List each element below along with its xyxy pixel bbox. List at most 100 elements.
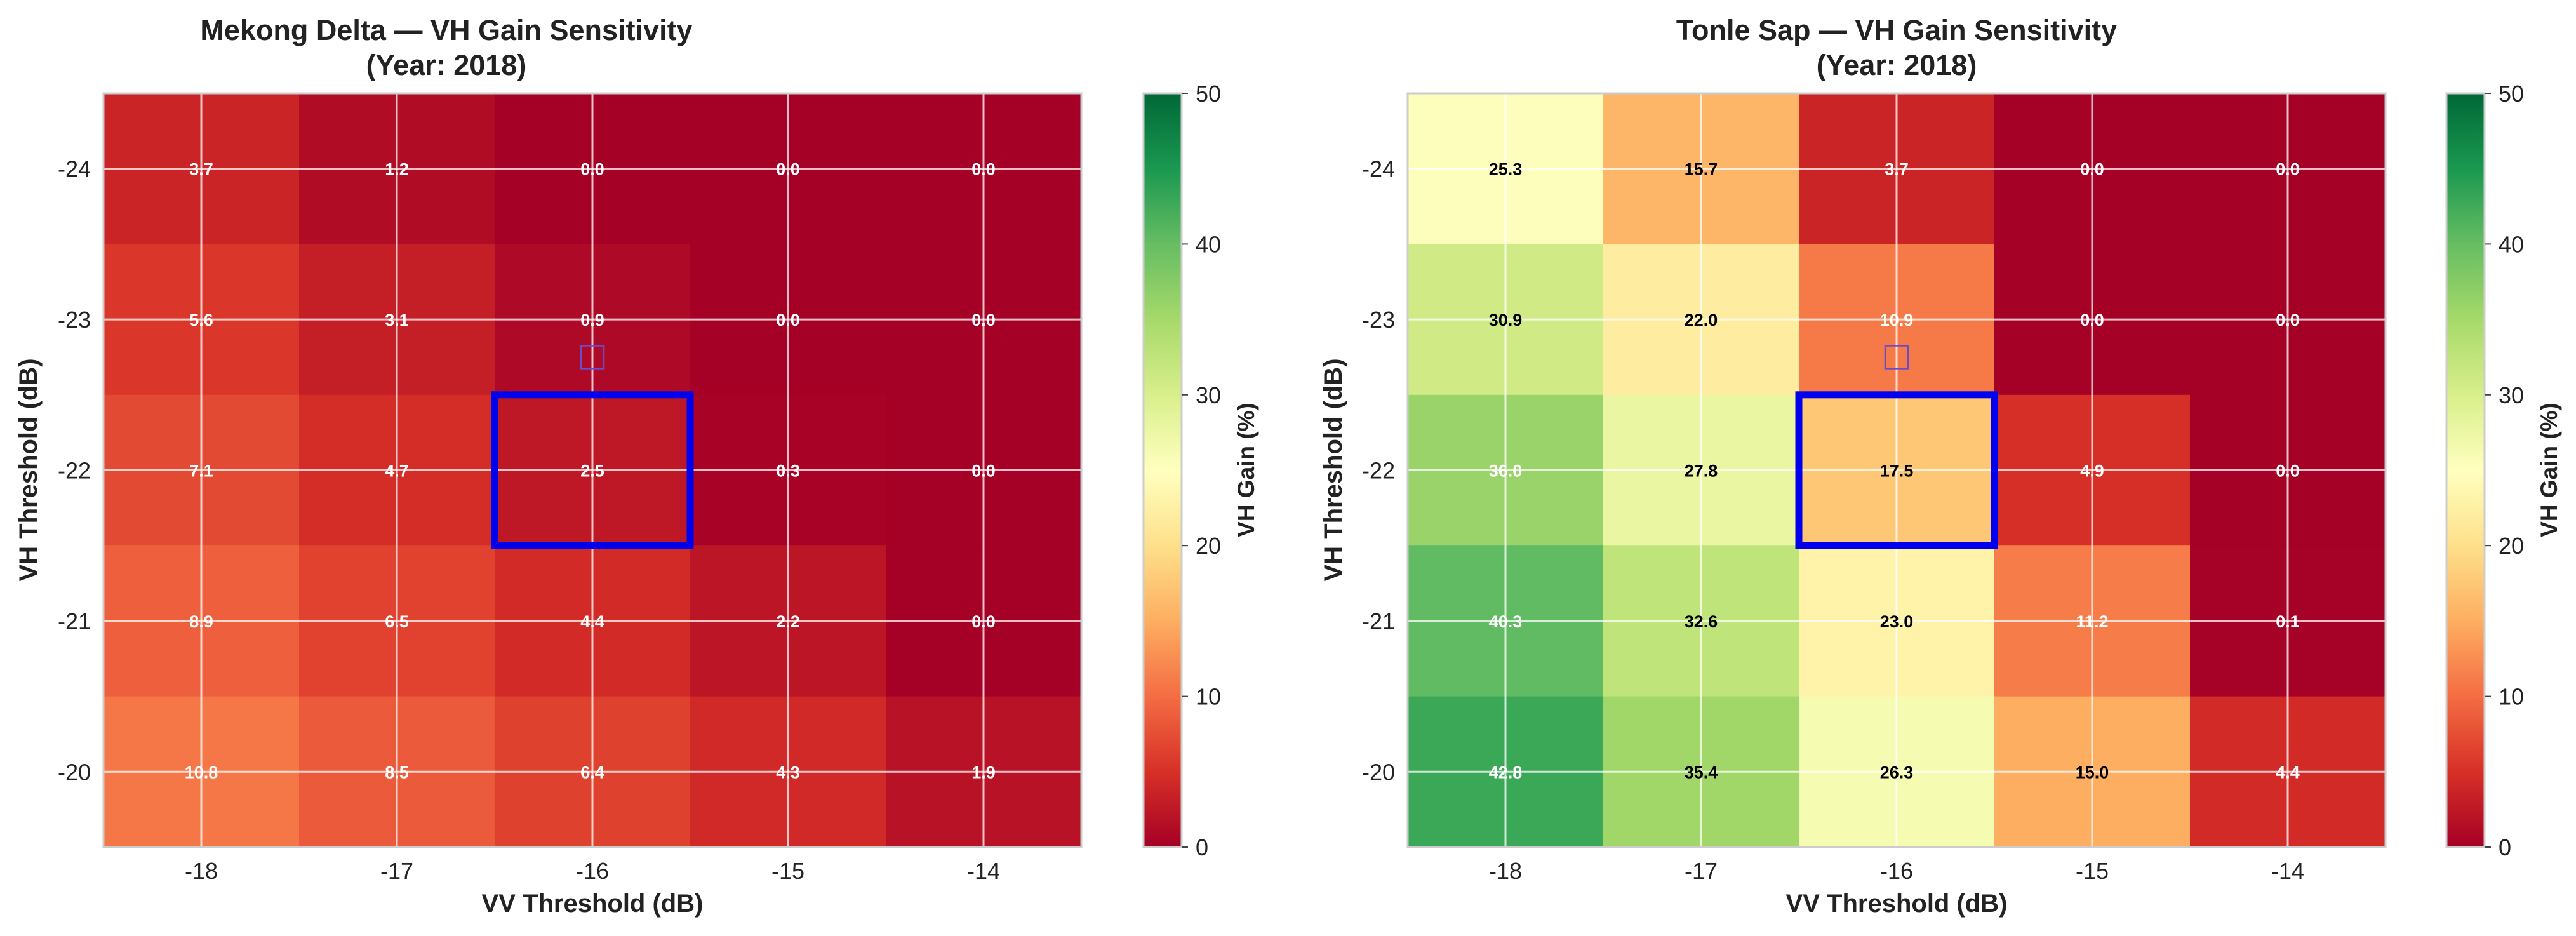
y-tick-label: -24 (1362, 156, 1395, 182)
cell-value-label: 17.5 (1880, 462, 1914, 481)
overlays-tonle-sap (1795, 345, 1998, 549)
colorbar-tick-label: 10 (2499, 684, 2524, 710)
cell-value-label: 0.3 (776, 462, 800, 481)
cell-value-label: 0.0 (971, 311, 996, 330)
cell-value-label: 5.6 (189, 311, 213, 330)
square-marker (1884, 345, 1909, 370)
cell-value-label: 3.7 (189, 160, 213, 179)
cell-value-label: 1.9 (971, 763, 996, 782)
y-axis-label-mekong: VH Threshold (dB) (15, 358, 43, 581)
x-axis-label-mekong: VV Threshold (dB) (482, 890, 704, 918)
cell-value-label: 42.8 (1489, 763, 1523, 782)
colorbar-gradient-mekong (1142, 92, 1183, 848)
cell-value-label: 35.4 (1685, 763, 1718, 782)
heatmap-panel-mekong: Mekong Delta — VH Gain Sensitivity (Year… (15, 14, 1259, 918)
cell-value-label: 1.2 (385, 160, 409, 179)
cell-value-label: 0.9 (580, 311, 604, 330)
cell-value-label: 11.2 (2076, 612, 2108, 631)
cell-value-label: 4.9 (2080, 462, 2104, 481)
cell-value-label: 15.7 (1685, 160, 1718, 179)
cell-value-label: 8.5 (385, 763, 409, 782)
colorbar-label-mekong: VH Gain (%) (1233, 403, 1259, 537)
colorbar-tick-label: 40 (2499, 231, 2524, 257)
x-tick-label: -17 (1685, 858, 1718, 884)
x-tick-label: -15 (771, 858, 804, 884)
y-tick-label: -21 (58, 608, 91, 634)
x-tick-label: -17 (380, 858, 413, 884)
cell-value-label: 2.2 (776, 612, 800, 631)
x-tick-label: -15 (2076, 858, 2109, 884)
chart-subtitle-mekong: (Year: 2018) (366, 49, 527, 81)
plot-frame-mekong (102, 92, 1083, 848)
x-tick-label: -16 (576, 858, 609, 884)
colorbar-tonle-sap: 0 10 20 30 40 50 VH Gain (%) (2445, 81, 2562, 860)
cell-value-label: 6.5 (385, 612, 409, 631)
plot-frame-tonle-sap (1406, 92, 2387, 848)
colorbar-tick-label: 30 (2499, 382, 2524, 408)
cell-value-label: 0.0 (2080, 160, 2104, 179)
colorbar-ticks-mekong: 0 10 20 30 40 50 (1182, 81, 1221, 860)
cell-value-label: 10.9 (1880, 311, 1914, 330)
cell-value-label: 7.1 (189, 462, 213, 481)
y-tick-label: -22 (58, 458, 91, 484)
overlays-mekong (491, 345, 694, 549)
cell-value-label: 2.5 (580, 462, 604, 481)
x-tick-label: -14 (2271, 858, 2304, 884)
cell-value-label: 0.0 (2276, 462, 2300, 481)
cell-value-label: 0.0 (580, 160, 604, 179)
colorbar-tick-label: 50 (2499, 81, 2524, 107)
cell-value-label: 4.7 (385, 462, 409, 481)
highlight-box (1795, 391, 1998, 549)
cell-value-label: 0.1 (2276, 612, 2300, 631)
cell-labels-mekong: 3.7 1.2 0.0 0.0 0.0 5.6 3.1 0.9 0.0 0.0 7.1 4.7 2.5 0… (185, 160, 996, 782)
cell-value-label: 36.0 (1489, 462, 1523, 481)
cell-value-label: 26.3 (1880, 763, 1914, 782)
y-axis-label-tonle-sap: VH Threshold (dB) (1319, 358, 1347, 581)
cell-value-label: 32.6 (1685, 612, 1718, 631)
cell-value-label: 40.3 (1489, 612, 1523, 631)
colorbar-ticks-tonle-sap: 0 10 20 30 40 50 (2485, 81, 2524, 860)
y-tick-label: -23 (58, 307, 91, 333)
y-tick-label: -21 (1362, 608, 1395, 634)
colorbar-tick-label: 0 (1196, 834, 1208, 860)
cell-value-label: 25.3 (1489, 160, 1523, 179)
x-tick-label: -18 (185, 858, 218, 884)
cell-value-label: 0.0 (971, 462, 996, 481)
cell-value-label: 22.0 (1685, 311, 1718, 330)
y-ticks-tonle-sap: -24 -23 -22 -21 -20 (1362, 156, 1395, 786)
heatmap-panel-tonle-sap: Tonle Sap — VH Gain Sensitivity (Year: 2… (1319, 14, 2562, 918)
chart-title-mekong: Mekong Delta — VH Gain Sensitivity (200, 14, 692, 46)
colorbar-tick-label: 20 (2499, 533, 2524, 559)
cell-value-label: 15.0 (2076, 763, 2109, 782)
x-axis-label-tonle-sap: VV Threshold (dB) (1786, 890, 2008, 918)
cell-value-label: 0.0 (2276, 160, 2300, 179)
cell-value-label: 0.0 (971, 160, 996, 179)
y-tick-label: -23 (1362, 307, 1395, 333)
x-ticks-mekong: -18 -17 -16 -15 -14 (185, 858, 1000, 884)
y-tick-label: -24 (58, 156, 91, 182)
x-tick-label: -18 (1489, 858, 1522, 884)
x-tick-label: -16 (1880, 858, 1913, 884)
colorbar-gradient-tonle-sap (2445, 92, 2486, 848)
cell-value-label: 0.0 (776, 311, 800, 330)
cell-value-label: 23.0 (1880, 612, 1914, 631)
cell-value-label: 4.3 (776, 763, 800, 782)
cell-value-label: 0.0 (776, 160, 800, 179)
chart-title-tonle-sap: Tonle Sap — VH Gain Sensitivity (1676, 14, 2117, 46)
cell-value-label: 0.0 (2276, 311, 2300, 330)
colorbar-mekong: 0 10 20 30 40 50 VH Gain (%) (1142, 81, 1259, 860)
colorbar-tick-label: 10 (1196, 684, 1221, 710)
cell-value-label: 4.4 (2276, 763, 2300, 782)
grid-lines-tonle-sap (1408, 93, 2386, 847)
cell-labels-tonle-sap: 25.3 15.7 3.7 0.0 0.0 30.9 22.0 10.9 0.0 0.0 36.0 2… (1489, 160, 2300, 782)
cell-value-label: 10.8 (185, 763, 218, 782)
cell-value-label: 30.9 (1489, 311, 1523, 330)
grid-lines-mekong (103, 93, 1081, 847)
colorbar-tick-label: 30 (1196, 382, 1221, 408)
cell-value-label: 0.0 (971, 612, 996, 631)
cell-value-label: 8.9 (189, 612, 213, 631)
y-tick-label: -20 (58, 759, 91, 785)
cell-value-label: 27.8 (1685, 462, 1718, 481)
y-ticks-mekong: -24 -23 -22 -21 -20 (58, 156, 91, 786)
